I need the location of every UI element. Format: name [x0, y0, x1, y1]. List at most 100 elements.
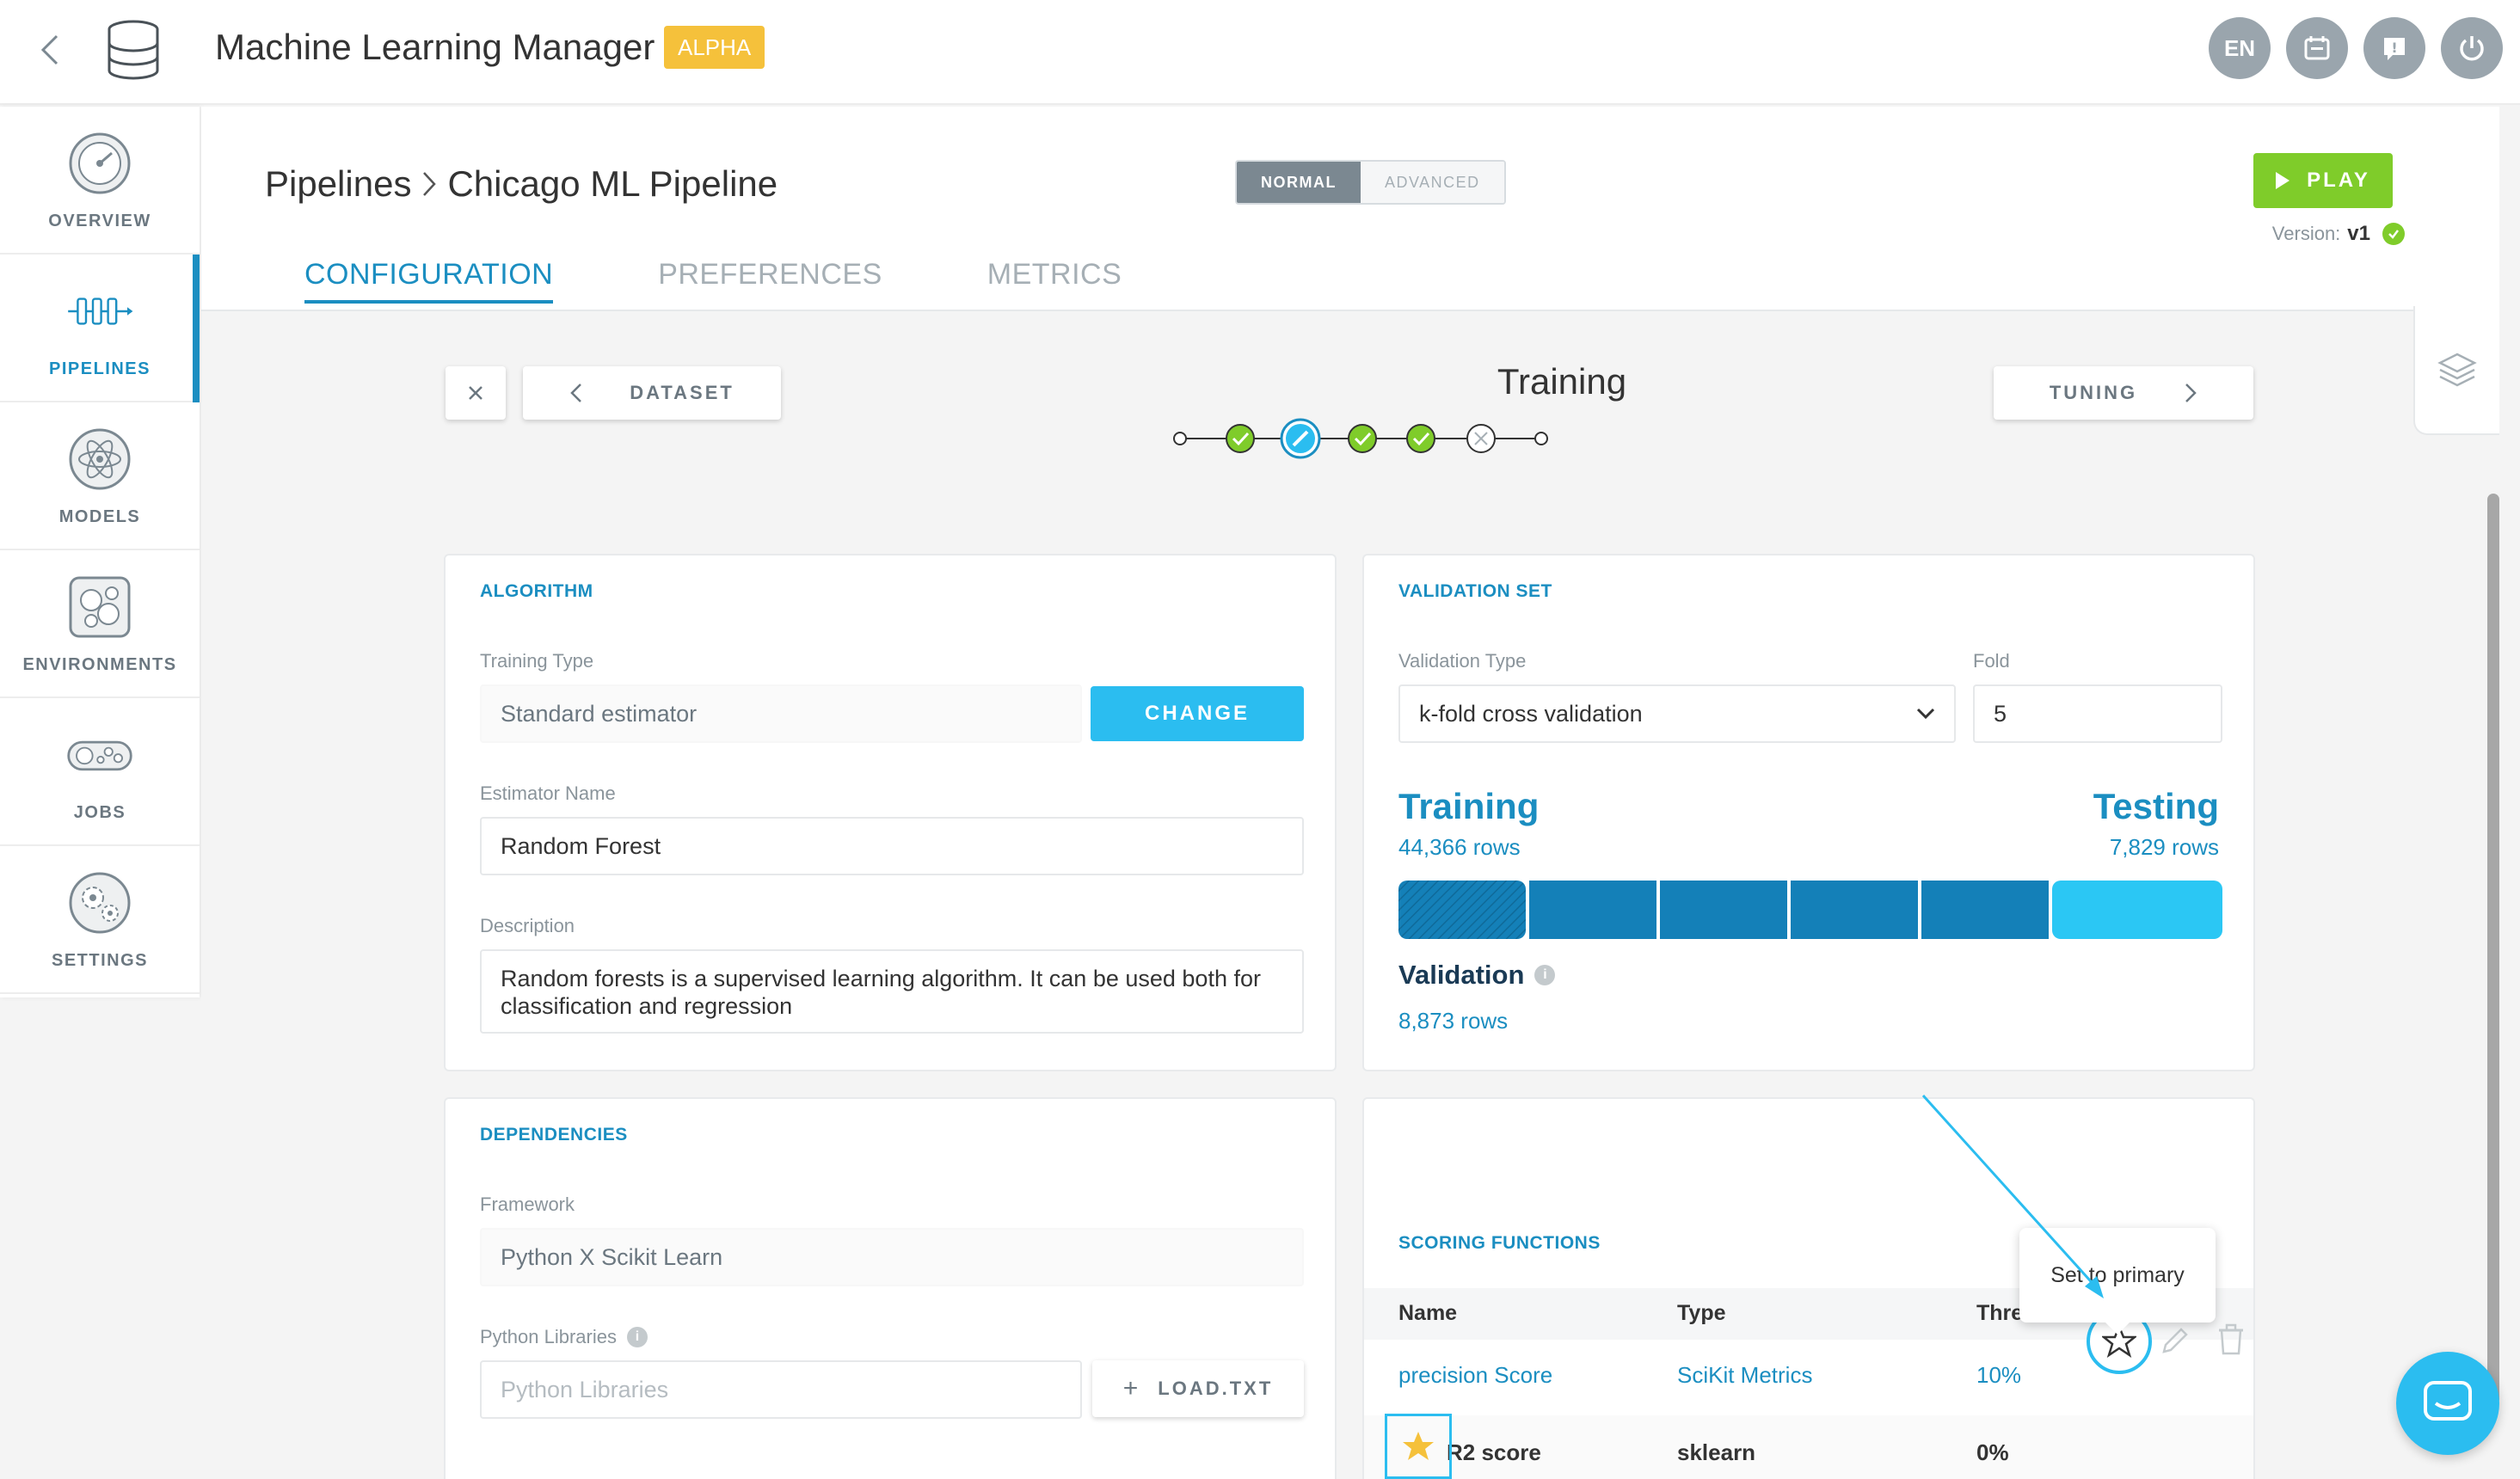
algorithm-title: ALGORITHM — [480, 581, 593, 601]
table-row — [1364, 1415, 2253, 1479]
split-bar — [1398, 881, 2222, 939]
step-title: Training — [1497, 361, 1627, 402]
validation-type-value: k-fold cross validation — [1419, 701, 1643, 727]
mode-normal-button[interactable]: NORMAL — [1237, 162, 1361, 203]
top-header: Machine Learning Manager ALPHA EN ! — [0, 0, 2520, 105]
framework-label: Framework — [480, 1194, 575, 1215]
sidebar-item-label: MODELS — [58, 506, 141, 526]
training-split-label: Training — [1398, 786, 1540, 826]
validation-type-select[interactable]: k-fold cross validation — [1398, 684, 1956, 743]
back-chevron-icon[interactable] — [33, 26, 67, 74]
atom-icon — [65, 425, 134, 494]
scoring-row-2-name: R2 score — [1447, 1439, 1541, 1465]
version-label: Version: — [2271, 223, 2341, 244]
testing-split-label: Testing — [2093, 786, 2219, 826]
tab-bar: CONFIGURATION PREFERENCES METRICS — [304, 258, 1226, 304]
tab-preferences[interactable]: PREFERENCES — [658, 258, 882, 291]
jobs-icon — [65, 721, 134, 789]
primary-star-highlight[interactable] — [1385, 1414, 1452, 1479]
previous-step-label: DATASET — [630, 382, 734, 403]
sidebar-item-settings[interactable]: SETTINGS — [0, 846, 200, 994]
environment-icon — [65, 573, 134, 641]
dependencies-title: DEPENDENCIES — [480, 1125, 628, 1145]
sidebar-item-label: PIPELINES — [49, 359, 151, 378]
close-button[interactable] — [446, 366, 506, 420]
next-step-label: TUNING — [2049, 382, 2138, 403]
chevron-right-icon — [2185, 384, 2197, 402]
next-step-button[interactable]: TUNING — [1994, 366, 2253, 420]
info-icon[interactable]: i — [626, 1327, 648, 1347]
tab-configuration[interactable]: CONFIGURATION — [304, 258, 554, 304]
previous-step-button[interactable]: DATASET — [523, 366, 781, 420]
sidebar-item-environments[interactable]: ENVIRONMENTS — [0, 550, 200, 698]
column-name: Name — [1398, 1301, 1458, 1325]
pipeline-icon — [65, 277, 134, 346]
power-icon[interactable] — [2441, 17, 2503, 79]
scoring-row-1-name[interactable]: precision Score — [1398, 1362, 1553, 1388]
version-value: v1 — [2347, 222, 2370, 245]
breadcrumb: Pipelines Chicago ML Pipeline — [265, 158, 778, 210]
scoring-row-1-threshold: 10% — [1976, 1362, 2022, 1388]
estimator-name-input[interactable]: Random Forest — [480, 817, 1304, 875]
scoring-row-2-type: sklearn — [1677, 1439, 1756, 1465]
delete-trash-icon[interactable] — [2214, 1323, 2248, 1357]
sidebar-item-label: ENVIRONMENTS — [22, 654, 177, 674]
help-icon[interactable]: ! — [2363, 17, 2425, 79]
mode-advanced-button[interactable]: ADVANCED — [1361, 162, 1504, 203]
description-textarea[interactable]: Random forests is a supervised learning … — [480, 949, 1304, 1034]
app-title: Machine Learning Manager — [215, 27, 655, 67]
validation-set-card: VALIDATION SET Validation Type k-fold cr… — [1362, 554, 2255, 1071]
alpha-badge: ALPHA — [664, 26, 765, 69]
python-libraries-input[interactable]: Python Libraries — [480, 1360, 1082, 1419]
fold-input[interactable]: 5 — [1973, 684, 2222, 743]
estimator-name-label: Estimator Name — [480, 782, 616, 804]
validation-set-title: VALIDATION SET — [1398, 581, 1552, 601]
dependencies-card: DEPENDENCIES Framework Python X Scikit L… — [444, 1097, 1337, 1479]
sidebar-item-overview[interactable]: OVERVIEW — [0, 107, 200, 255]
play-button[interactable]: PLAY — [2253, 153, 2393, 208]
main-panel: Pipelines Chicago ML Pipeline NORMAL ADV… — [201, 107, 2499, 1479]
svg-text:!: ! — [2391, 40, 2397, 56]
scoring-row-2-threshold: 0% — [1976, 1439, 2009, 1465]
change-button[interactable]: CHANGE — [1091, 686, 1304, 741]
sidebar-item-jobs[interactable]: JOBS — [0, 698, 200, 846]
framework-field: Python X Scikit Learn — [480, 1228, 1304, 1286]
training-type-label: Training Type — [480, 650, 594, 672]
language-button[interactable]: EN — [2209, 17, 2271, 79]
training-rows: 44,366 rows — [1398, 834, 1521, 860]
database-logo-icon — [103, 19, 163, 81]
load-txt-button[interactable]: + LOAD.TXT — [1092, 1360, 1304, 1417]
play-label: PLAY — [2307, 169, 2370, 192]
step-progress — [1171, 413, 1550, 464]
gauge-icon — [65, 129, 134, 198]
scrollbar[interactable] — [2487, 494, 2499, 1405]
sidebar-item-models[interactable]: MODELS — [0, 402, 200, 550]
sidebar-item-label: OVERVIEW — [48, 211, 151, 230]
layers-icon[interactable] — [2413, 306, 2499, 435]
plus-icon: + — [1122, 1374, 1141, 1402]
algorithm-card: ALGORITHM Training Type Standard estimat… — [444, 554, 1337, 1071]
scoring-row-1-type: SciKit Metrics — [1677, 1362, 1813, 1388]
check-icon — [2382, 223, 2405, 245]
tab-metrics[interactable]: METRICS — [986, 258, 1122, 291]
sidebar: OVERVIEW PIPELINES MODELS ENVIRONMENTS J… — [0, 107, 200, 997]
pointer-arrow — [1921, 1094, 2104, 1298]
column-threshold: Thre — [1976, 1301, 2024, 1325]
set-primary-tooltip: Set to primary — [2019, 1228, 2216, 1335]
testing-rows: 7,829 rows — [2109, 834, 2219, 860]
edit-pencil-icon[interactable] — [2157, 1324, 2191, 1359]
mode-toggle: NORMAL ADVANCED — [1235, 160, 1506, 205]
star-filled-icon — [1403, 1432, 1434, 1460]
validation-type-label: Validation Type — [1398, 650, 1527, 672]
info-icon[interactable]: i — [1534, 965, 1556, 985]
tab-divider — [201, 310, 2499, 311]
sidebar-item-pipelines[interactable]: PIPELINES — [0, 255, 200, 402]
chat-icon[interactable] — [2396, 1352, 2499, 1455]
chevron-left-icon — [570, 384, 582, 402]
description-label: Description — [480, 915, 575, 936]
play-icon — [2276, 172, 2290, 189]
calendar-icon[interactable] — [2286, 17, 2348, 79]
sidebar-item-label: JOBS — [73, 802, 126, 822]
breadcrumb-root[interactable]: Pipelines — [265, 163, 412, 204]
fold-label: Fold — [1973, 650, 2010, 672]
